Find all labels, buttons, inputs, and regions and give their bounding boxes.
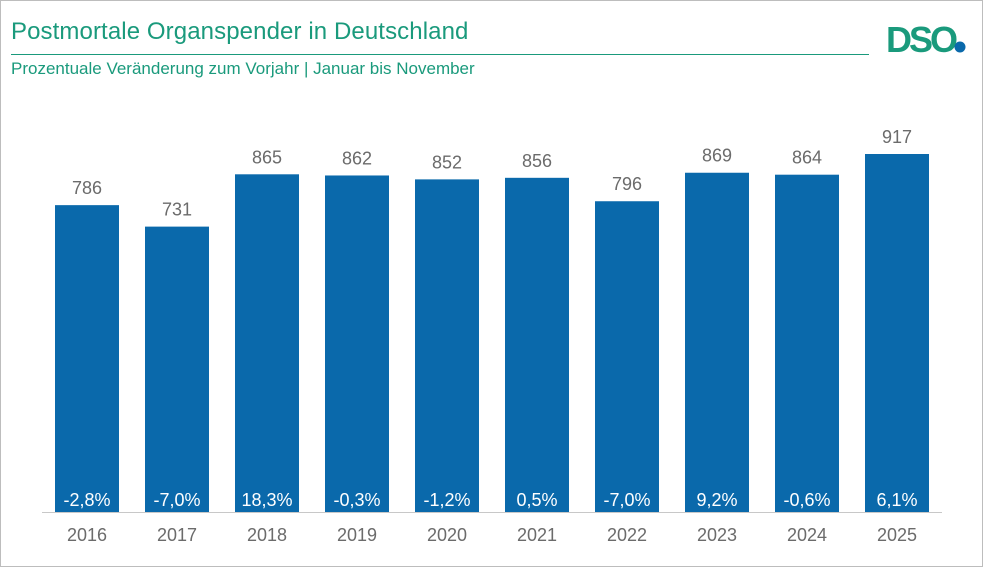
x-tick-label: 2019 (337, 525, 377, 545)
bar-value-label: 796 (612, 174, 642, 194)
bar-change-label: 0,5% (516, 490, 557, 510)
x-tick-label: 2021 (517, 525, 557, 545)
chart-subtitle: Prozentuale Veränderung zum Vorjahr | Ja… (11, 59, 475, 78)
bar-value-label: 869 (702, 146, 732, 166)
x-tick-label: 2020 (427, 525, 467, 545)
bar-change-label: -1,2% (423, 490, 470, 510)
chart-title: Postmortale Organspender in Deutschland (11, 18, 469, 45)
bar (55, 205, 119, 512)
bar-change-label: -7,0% (603, 490, 650, 510)
bar-value-label: 864 (792, 148, 822, 168)
bar (685, 172, 749, 512)
x-tick-label: 2016 (67, 525, 107, 545)
bar-change-label: -0,3% (333, 490, 380, 510)
x-tick-label: 2018 (247, 525, 287, 545)
bar-value-label: 856 (522, 151, 552, 171)
dso-logo: DSO (886, 22, 966, 56)
bar-change-label: -2,8% (63, 490, 110, 510)
bar (145, 226, 209, 512)
x-tick-label: 2022 (607, 525, 647, 545)
x-tick-label: 2017 (157, 525, 197, 545)
bar-change-label: 6,1% (876, 490, 917, 510)
bar-value-label: 731 (162, 200, 192, 220)
bar-change-label: 9,2% (696, 490, 737, 510)
bar-value-label: 852 (432, 152, 462, 172)
x-tick-label: 2023 (697, 525, 737, 545)
bar (865, 154, 929, 512)
bar-change-label: 18,3% (241, 490, 292, 510)
bar (505, 177, 569, 512)
x-tick-label: 2025 (877, 525, 917, 545)
bar (595, 201, 659, 512)
bar (235, 174, 299, 513)
bar (415, 179, 479, 512)
bar (325, 175, 389, 512)
bar-value-label: 865 (252, 147, 282, 167)
logo-dot (954, 41, 966, 53)
bar-change-label: -7,0% (153, 490, 200, 510)
bar-value-label: 786 (72, 178, 102, 198)
bar-value-label: 862 (342, 148, 372, 168)
logo-text: DSO (886, 22, 957, 56)
bar (775, 174, 839, 512)
title-divider (11, 54, 869, 55)
bar-value-label: 917 (882, 127, 912, 147)
x-tick-label: 2024 (787, 525, 827, 545)
bar-change-label: -0,6% (783, 490, 830, 510)
